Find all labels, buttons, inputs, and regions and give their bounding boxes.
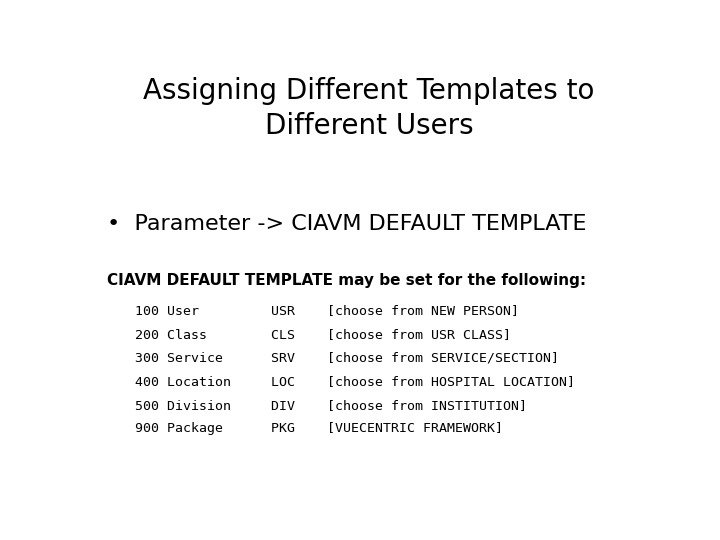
Text: •  Parameter -> CIAVM DEFAULT TEMPLATE: • Parameter -> CIAVM DEFAULT TEMPLATE [107, 214, 586, 234]
Text: Assigning Different Templates to
Different Users: Assigning Different Templates to Differe… [143, 77, 595, 140]
Text: 200 Class        CLS    [choose from USR CLASS]: 200 Class CLS [choose from USR CLASS] [135, 328, 510, 341]
Text: CIAVM DEFAULT TEMPLATE may be set for the following:: CIAVM DEFAULT TEMPLATE may be set for th… [107, 273, 586, 288]
Text: 300 Service      SRV    [choose from SERVICE/SECTION]: 300 Service SRV [choose from SERVICE/SEC… [135, 352, 559, 365]
Text: 900 Package      PKG    [VUECENTRIC FRAMEWORK]: 900 Package PKG [VUECENTRIC FRAMEWORK] [135, 422, 503, 435]
Text: 500 Division     DIV    [choose from INSTITUTION]: 500 Division DIV [choose from INSTITUTIO… [135, 399, 526, 411]
Text: 400 Location     LOC    [choose from HOSPITAL LOCATION]: 400 Location LOC [choose from HOSPITAL L… [135, 375, 575, 388]
Text: 100 User         USR    [choose from NEW PERSON]: 100 User USR [choose from NEW PERSON] [135, 304, 518, 317]
